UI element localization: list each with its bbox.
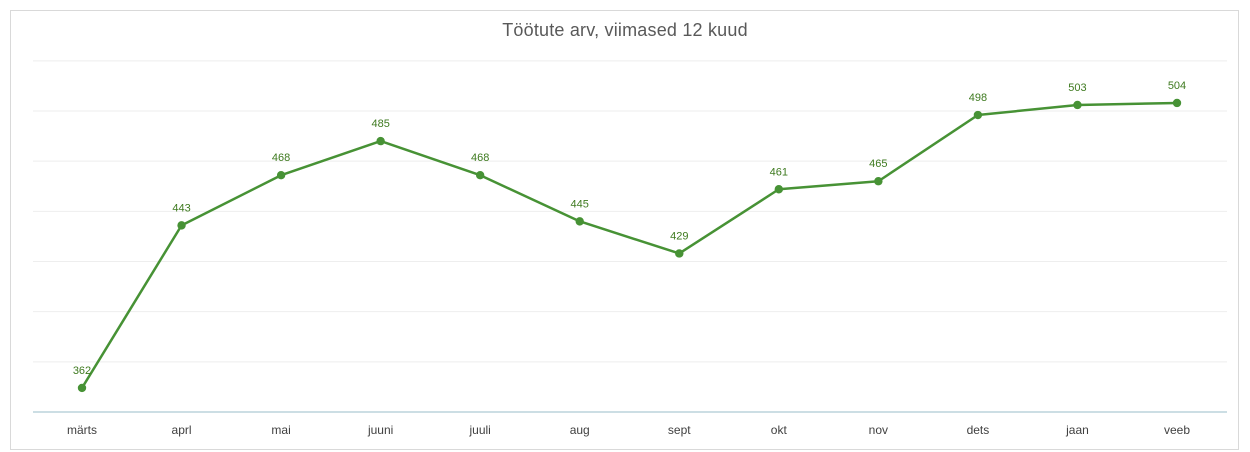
data-point bbox=[774, 185, 784, 194]
data-point bbox=[575, 217, 584, 226]
data-label: 503 bbox=[1068, 82, 1086, 94]
data-point bbox=[675, 249, 684, 258]
data-point bbox=[1172, 98, 1182, 108]
x-tick-label: veeb bbox=[1164, 423, 1190, 437]
x-tick-label: märts bbox=[67, 423, 97, 437]
data-label: 468 bbox=[471, 152, 489, 164]
data-label: 461 bbox=[770, 166, 788, 178]
x-tick-label: jaan bbox=[1065, 423, 1089, 437]
x-tick-label: aug bbox=[570, 423, 590, 437]
data-point bbox=[376, 136, 385, 146]
data-label: 429 bbox=[670, 230, 688, 242]
data-point bbox=[973, 110, 983, 120]
data-point bbox=[475, 171, 485, 180]
chart-title: Töötute arv, viimased 12 kuud bbox=[502, 20, 748, 40]
series-line bbox=[80, 101, 1178, 389]
data-label: 504 bbox=[1168, 80, 1186, 92]
data-point bbox=[276, 171, 286, 180]
x-tick-label: juuli bbox=[469, 423, 491, 437]
x-tick-label: juuni bbox=[367, 423, 393, 437]
data-point bbox=[874, 177, 883, 186]
data-label: 445 bbox=[571, 198, 589, 210]
data-label: 485 bbox=[371, 118, 389, 130]
data-point bbox=[1073, 100, 1082, 110]
x-tick-label: okt bbox=[771, 423, 788, 437]
x-tick-label: aprl bbox=[172, 423, 192, 437]
x-tick-label: mai bbox=[271, 423, 290, 437]
data-point bbox=[77, 383, 87, 393]
data-label: 465 bbox=[869, 158, 887, 170]
chart-area bbox=[10, 10, 1239, 450]
data-label: 443 bbox=[172, 202, 190, 214]
data-point bbox=[177, 221, 186, 230]
data-label: 468 bbox=[272, 152, 290, 164]
x-tick-label: dets bbox=[967, 423, 990, 437]
data-label: 362 bbox=[73, 365, 91, 377]
data-label: 498 bbox=[969, 92, 987, 104]
x-tick-label: nov bbox=[869, 423, 888, 437]
x-tick-label: sept bbox=[668, 423, 691, 437]
